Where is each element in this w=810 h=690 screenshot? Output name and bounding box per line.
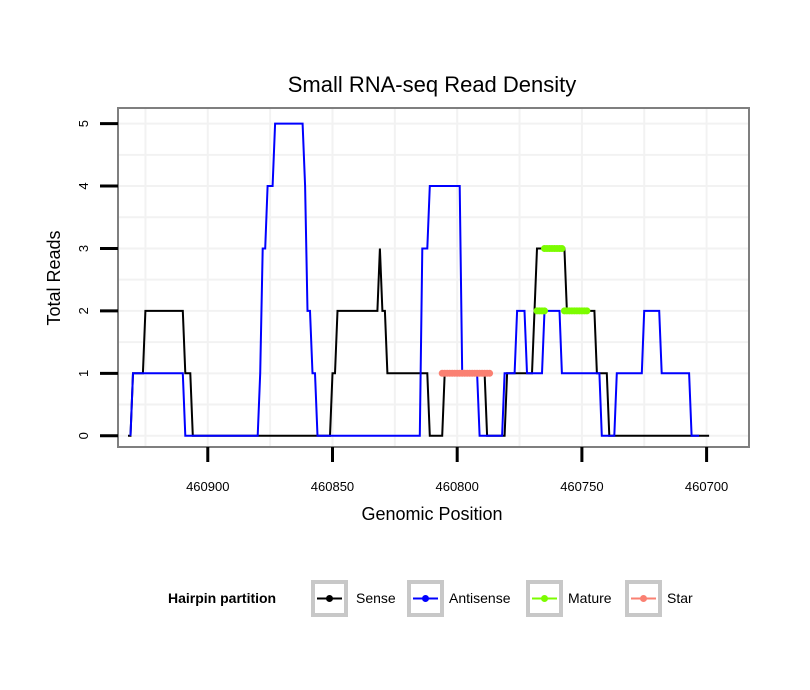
y-tick-label: 4 [76, 182, 91, 189]
x-tick-label: 460750 [560, 479, 603, 494]
x-tick-label: 460850 [311, 479, 354, 494]
y-tick-label: 0 [76, 432, 91, 439]
plot-border [117, 107, 750, 448]
legend-label-star: Star [667, 590, 693, 606]
series-point-mature [583, 307, 591, 315]
legend-dot-mature [541, 595, 548, 602]
legend-label-mature: Mature [568, 590, 612, 606]
legend: Hairpin partition Sense Antisense Mature St… [168, 580, 693, 617]
legend-dot-star [640, 595, 647, 602]
chart-title: Small RNA-seq Read Density [288, 72, 577, 97]
y-tick-label: 3 [76, 245, 91, 252]
legend-title: Hairpin partition [168, 590, 276, 606]
y-tick-label: 2 [76, 307, 91, 314]
y-axis-label: Total Reads [44, 230, 64, 325]
x-tick-label: 460700 [685, 479, 728, 494]
y-tick-label: 1 [76, 370, 91, 377]
legend-label-antisense: Antisense [449, 590, 511, 606]
series-line-sense [128, 247, 710, 437]
series-point-mature [541, 307, 548, 315]
x-tick-label: 460900 [186, 479, 229, 494]
legend-label-sense: Sense [356, 590, 396, 606]
y-axis-ticks: 0 1 2 3 4 5 [76, 120, 118, 439]
series-dots [438, 245, 591, 377]
x-tick-label: 460800 [435, 479, 478, 494]
y-tick-label: 5 [76, 120, 91, 127]
x-axis-label: Genomic Position [361, 504, 502, 524]
x-axis-ticks: 460900 460850 460800 460750 460700 [186, 447, 728, 494]
plot-panel [118, 108, 749, 447]
legend-dot-antisense [422, 595, 429, 602]
legend-dot-sense [326, 595, 333, 602]
